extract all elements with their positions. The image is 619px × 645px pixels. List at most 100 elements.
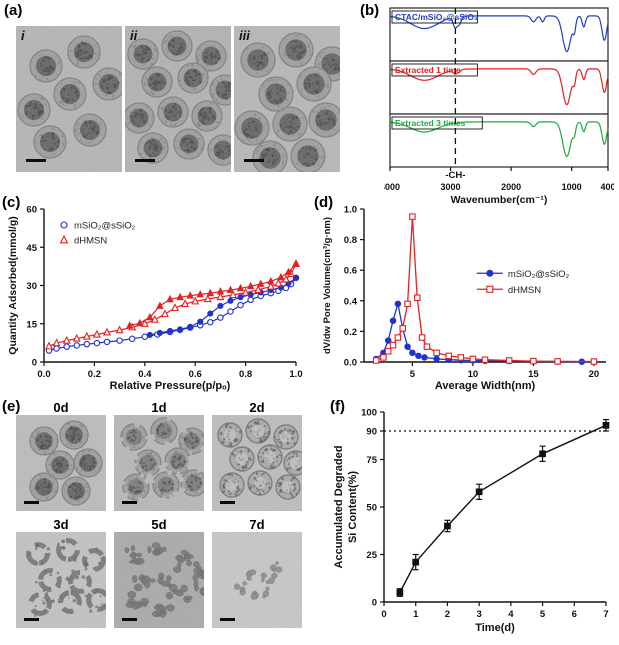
svg-text:25: 25 [366,550,377,561]
svg-text:0: 0 [381,609,386,620]
svg-text:Average Width(nm): Average Width(nm) [435,380,536,392]
svg-text:100: 100 [361,408,377,419]
tem-timepoint-cell: 7d [212,517,302,628]
tem-image: i [16,26,122,172]
svg-text:30: 30 [26,281,37,292]
tem-micrograph [125,26,231,172]
svg-text:0.4: 0.4 [138,369,152,380]
tem-timepoint-cell: 5d [114,517,204,628]
svg-text:0.8: 0.8 [344,235,357,246]
panel-label-a: (a) [4,2,23,19]
tem-image [16,415,106,511]
tem-timepoint-cell: 0d [16,400,106,511]
svg-text:20: 20 [589,369,600,380]
svg-text:0.6: 0.6 [189,369,202,380]
scale-bar [122,618,137,621]
svg-text:0.6: 0.6 [344,266,357,277]
svg-text:0.0: 0.0 [37,369,50,380]
svg-text:3: 3 [476,609,481,620]
tem-micrograph [212,532,302,628]
svg-text:CTAC/mSiO₂@sSiO₂: CTAC/mSiO₂@sSiO₂ [395,12,478,22]
svg-text:5: 5 [410,369,416,380]
svg-text:4000: 4000 [384,182,400,192]
day-label: 2d [249,400,265,415]
panel-a-images: i ii iii [16,26,340,172]
svg-text:75: 75 [366,455,377,466]
nitrogen-isotherm-chart: 0.0 0.2 0.4 0.6 0.8 1.0 0 15 30 45 60 Relative Pres… [7,205,303,393]
scale-bar [24,618,39,621]
scale-bar [220,618,235,621]
tem-image [114,532,204,628]
svg-text:0: 0 [32,358,37,369]
svg-text:400: 400 [600,182,614,192]
tem-micrograph [16,532,106,628]
svg-text:Time(d): Time(d) [475,622,515,634]
svg-text:1.0: 1.0 [344,205,357,216]
tem-image: iii [234,26,340,172]
tem-sublabel: i [21,28,25,43]
svg-text:0.4: 0.4 [344,296,358,307]
day-label: 0d [53,400,69,415]
svg-text:2: 2 [445,609,450,620]
panel-label-f: (f) [330,398,345,415]
tem-sublabel: ii [130,28,138,43]
scale-bar [122,501,137,504]
svg-text:Wavenumber(cm⁻¹): Wavenumber(cm⁻¹) [451,194,548,206]
tem-timepoint-cell: 1d [114,400,204,511]
svg-text:mSiO₂@sSiO₂: mSiO₂@sSiO₂ [508,269,570,280]
panel-label-d: (d) [314,194,334,211]
svg-text:90: 90 [366,427,377,438]
pore-size-distribution-chart: 5 10 15 20 0.0 0.2 0.4 0.6 0.8 1.0 Average Width(n… [322,205,606,392]
tem-micrograph [234,26,340,172]
svg-text:Extracted 3 times: Extracted 3 times [395,118,466,128]
tem-micrograph [16,26,122,172]
svg-text:10: 10 [468,369,479,380]
svg-text:dV/dw Pore Volume(cm³/g·nm): dV/dw Pore Volume(cm³/g·nm) [322,217,333,354]
day-label: 1d [151,400,167,415]
svg-text:dHMSN: dHMSN [508,285,541,296]
svg-text:2000: 2000 [501,182,521,192]
svg-text:5: 5 [540,609,546,620]
svg-text:1.0: 1.0 [289,369,302,380]
svg-text:50: 50 [366,503,377,514]
degradation-chart: 0 1 2 3 4 5 6 7 0 25 50 75 90 100 Time(d) Accumulated D… [333,408,610,634]
svg-text:0.2: 0.2 [344,327,357,338]
svg-text:3000: 3000 [441,182,461,192]
day-label: 5d [151,517,167,532]
tem-micrograph [16,415,106,511]
svg-text:Relative Pressure(p/pₒ): Relative Pressure(p/pₒ) [110,380,231,392]
svg-text:1000: 1000 [562,182,582,192]
panel-e-images: 0d 1d 2d 3d [16,400,302,628]
tem-image [114,415,204,511]
svg-text:Quantity Adsorbed(mmol/g): Quantity Adsorbed(mmol/g) [7,216,19,354]
svg-text:0.0: 0.0 [344,358,357,369]
scale-bar [135,159,155,162]
svg-text:Si Content(%): Si Content(%) [347,471,359,543]
tem-image [212,532,302,628]
svg-text:0.8: 0.8 [239,369,252,380]
tem-micrograph [114,532,204,628]
svg-text:7: 7 [603,609,608,620]
ftir-spectra-chart: CTAC/mSiO₂@sSiO₂ Extracted 1 time Extracte… [384,7,614,206]
svg-text:15: 15 [26,319,37,330]
panel-label-c: (c) [2,194,21,211]
svg-text:15: 15 [528,369,539,380]
svg-text:Extracted 1 time: Extracted 1 time [395,65,461,75]
svg-text:60: 60 [26,205,37,216]
panel-label-e: (e) [2,398,21,415]
svg-text:mSiO₂@sSiO₂: mSiO₂@sSiO₂ [74,221,136,232]
svg-text:0: 0 [372,598,377,609]
svg-text:4: 4 [508,609,514,620]
tem-image: ii [125,26,231,172]
tem-image [16,532,106,628]
scale-bar [244,159,264,162]
panel-label-b: (b) [360,2,380,19]
scale-bar [24,501,39,504]
tem-sublabel: iii [239,28,250,43]
day-label: 3d [53,517,69,532]
svg-text:6: 6 [572,609,577,620]
svg-text:Accumulated Degraded: Accumulated Degraded [333,446,345,569]
scale-bar [220,501,235,504]
tem-timepoint-cell: 2d [212,400,302,511]
